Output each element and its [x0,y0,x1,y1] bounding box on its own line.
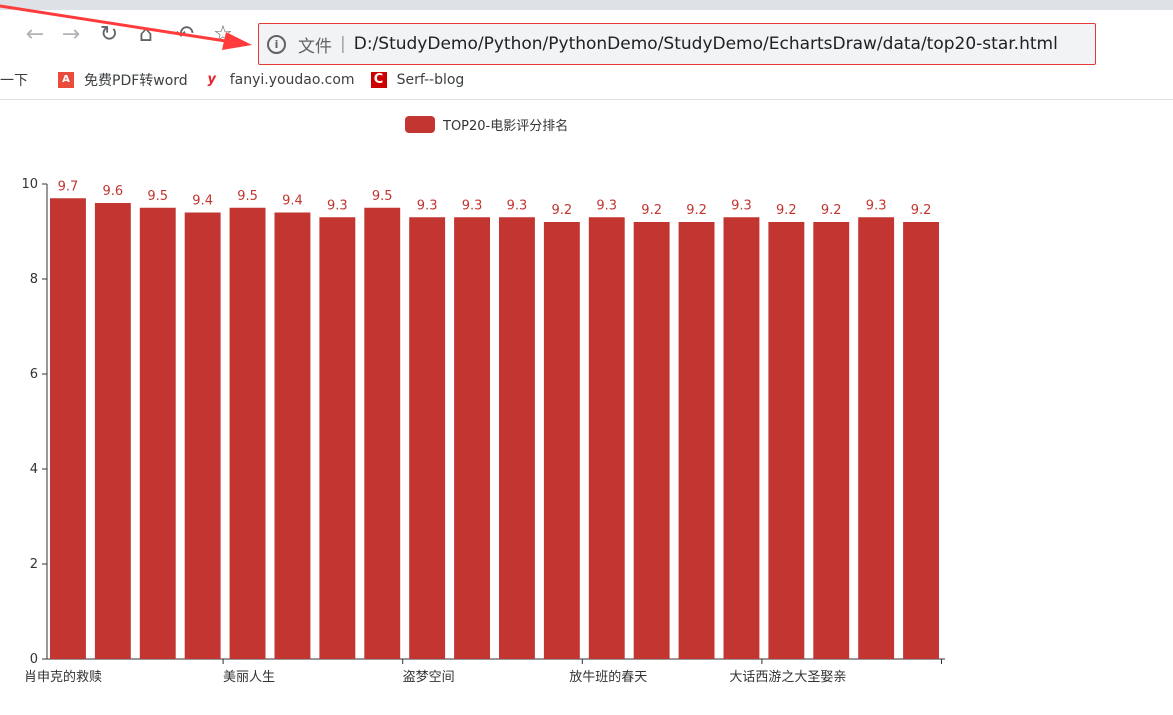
bar [364,207,401,659]
bar [139,207,176,659]
bar-value-label: 9.3 [731,198,752,213]
bar-value-label: 9.3 [417,198,438,213]
x-tick-label: 盗梦空间 [403,669,455,685]
address-scheme: 文件 [298,36,332,57]
bar-value-label: 9.3 [507,198,528,213]
youdao-icon: y [207,71,216,87]
address-separator: | [340,34,346,54]
forward-icon[interactable]: → [61,22,81,47]
legend-swatch [405,116,435,133]
reload-icon[interactable]: ↻ [99,22,119,47]
info-icon[interactable]: i [267,34,286,54]
star-icon[interactable]: ☆ [213,22,233,47]
y-tick-label: 4 [30,462,38,477]
bar [50,198,86,659]
bookmark-label: 免费PDF转word [84,72,188,89]
pdf-icon: A [58,71,74,88]
undo-icon[interactable]: ↶ [175,22,195,47]
bar-value-label: 9.6 [103,184,124,199]
address-bar[interactable]: i 文件 | D:/StudyDemo/Python/PythonDemo/St… [258,23,1096,65]
bookmarks-bar: 一下 A 免费PDF转word y fanyi.youdao.com C Serf--… [0,60,1173,100]
x-tick-label: 美丽人生 [223,670,275,685]
bar-value-label: 9.7 [58,179,79,194]
bar [588,217,625,659]
bar-value-label: 9.3 [462,198,483,213]
bookmark-item[interactable]: C Serf--blog [370,71,465,88]
bar-value-label: 9.4 [192,194,213,209]
bar [274,212,311,659]
bookmark-label: 一下 [0,72,28,89]
bar-value-label: 9.3 [327,198,348,213]
bookmark-label: Serf--blog [396,71,465,88]
bar [723,217,760,659]
bookmark-item[interactable]: 一下 [0,70,28,90]
bar-value-label: 9.2 [821,203,842,218]
bar-value-label: 9.2 [686,203,707,218]
bar [409,217,446,659]
bar [903,222,939,659]
x-tick-label: 大话西游之大圣娶亲 [729,670,846,685]
browser-toolbar: ← → ↻ ⌂ ↶ ☆ i 文件 | D:/StudyDemo/Python/P… [0,10,1173,65]
legend-label: TOP20-电影评分排名 [443,119,569,134]
bar-value-label: 9.5 [147,189,168,204]
bar-value-label: 9.2 [641,203,662,218]
y-tick-label: 10 [21,177,38,192]
bookmark-label: fanyi.youdao.com [229,71,355,88]
bar [768,222,805,659]
bar [813,222,850,659]
bar-value-label: 9.4 [282,194,303,209]
bar-value-label: 9.2 [776,203,797,218]
y-tick-label: 6 [30,367,38,382]
bar [858,217,895,659]
bar-value-label: 9.3 [866,198,887,213]
bar [229,207,266,659]
tab-strip [0,0,1173,10]
bar [678,222,715,659]
bar [319,217,356,659]
y-tick-label: 2 [30,557,38,572]
x-tick-label: 放牛班的春天 [569,669,647,685]
bar [94,203,131,659]
bar-value-label: 9.2 [552,203,573,218]
bar [454,217,490,659]
bar [184,212,221,659]
address-url[interactable]: D:/StudyDemo/Python/PythonDemo/StudyDemo… [353,34,1058,54]
y-tick-label: 0 [30,652,38,667]
bar [543,222,580,659]
bar-value-label: 9.2 [911,203,932,218]
chart-legend[interactable]: TOP20-电影评分排名 [405,115,568,134]
bookmark-item[interactable]: y fanyi.youdao.com [204,71,355,88]
bar [633,222,670,659]
home-icon[interactable]: ⌂ [139,22,153,47]
y-tick-label: 8 [30,272,38,287]
bar-value-label: 9.5 [372,189,393,204]
bookmark-item[interactable]: A 免费PDF转word [58,70,188,90]
bar-value-label: 9.3 [596,198,617,213]
bar-chart: 0 2 4 6 8 10 9.7 9.6 9.5 9.4 9.5 9.4 9.3 9.5 9.3 9.3 9.3… [21,177,945,685]
bar-value-label: 9.5 [237,189,258,204]
x-tick-label: 肖申克的救赎 [24,669,102,685]
bar [499,217,535,659]
csdn-icon: C [370,71,387,88]
back-icon[interactable]: ← [25,22,45,47]
